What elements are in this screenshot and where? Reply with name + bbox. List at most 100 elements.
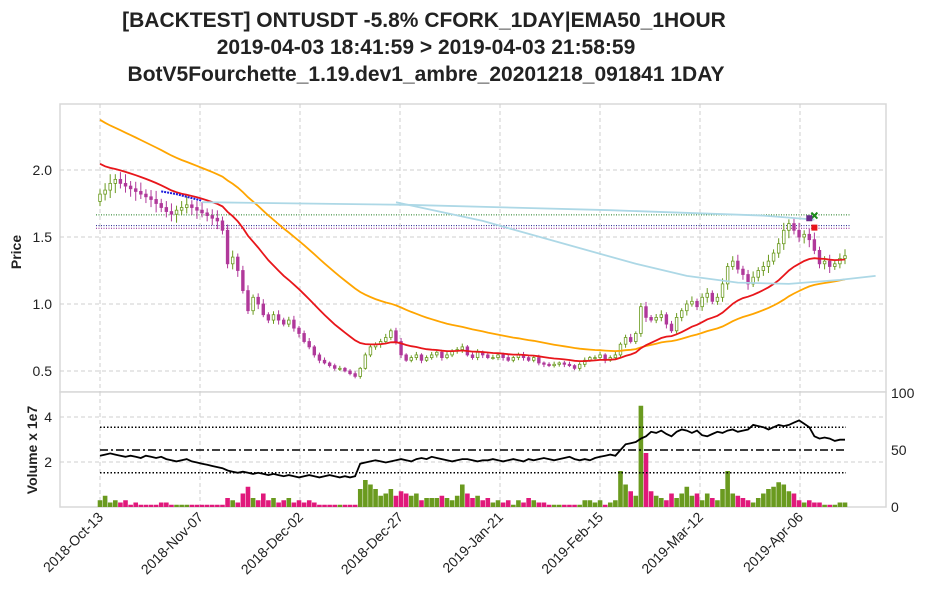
candle-body <box>281 319 286 325</box>
volume-bar <box>801 502 807 507</box>
volume-bar <box>271 498 276 507</box>
title-line-2: 2019-04-03 18:41:59 > 2019-04-03 21:58:5… <box>217 36 636 59</box>
candle-body <box>756 270 760 278</box>
candle-body <box>654 316 658 321</box>
candle-body <box>532 357 536 361</box>
candle-body <box>394 330 398 342</box>
volume-bar <box>618 471 623 507</box>
volume-bar <box>403 493 409 507</box>
volume-bar <box>806 500 812 507</box>
volume-bar <box>383 493 389 507</box>
volume-bar <box>123 500 128 507</box>
candle-body <box>562 362 567 365</box>
candle-body <box>302 333 306 342</box>
volume-bar <box>327 504 332 507</box>
oscillator-right-tick-label: 100 <box>891 385 915 401</box>
volume-bar <box>245 486 251 507</box>
volume-bar <box>266 500 271 507</box>
volume-bar <box>684 486 690 507</box>
candle-body <box>404 354 408 361</box>
price-panel-frame <box>59 103 887 393</box>
candle-body <box>593 357 597 360</box>
volume-bar <box>704 493 710 507</box>
volume-bar <box>454 495 460 507</box>
volume-bar <box>480 500 486 507</box>
candle-body <box>613 354 618 359</box>
volume-bar <box>546 504 552 507</box>
volume-bar <box>500 502 506 507</box>
volume-bar <box>388 489 394 507</box>
volume-bar <box>204 504 210 507</box>
volume-bar <box>220 504 225 507</box>
volume-bar <box>832 504 838 507</box>
candle-body <box>118 178 123 184</box>
candle-body <box>348 370 352 375</box>
candle-body <box>659 314 664 318</box>
candle-body <box>486 354 490 359</box>
volume-bar <box>317 504 322 507</box>
volume-bar <box>475 495 480 507</box>
candle-body <box>276 314 281 321</box>
candle-body <box>174 209 179 215</box>
oscillator-line <box>99 419 845 479</box>
candle-body <box>185 204 189 208</box>
candle-body <box>577 363 582 369</box>
volume-bar <box>495 500 501 507</box>
candle-body <box>210 215 214 219</box>
candle-body <box>644 306 648 318</box>
candle-body <box>751 276 755 285</box>
volume-bar <box>597 500 603 507</box>
volume-bar <box>781 484 787 507</box>
candle-body <box>297 327 301 334</box>
candle-body <box>399 341 403 356</box>
volume-bars <box>97 405 848 507</box>
candle-body <box>537 357 541 364</box>
candle-body <box>761 266 766 271</box>
candle-body <box>475 351 480 358</box>
candle-body <box>787 223 791 231</box>
title-line-1: [BACKTEST] ONTUSDT -5.8% CFORK_1DAY|EMA5… <box>122 9 726 32</box>
candle-body <box>108 182 112 191</box>
light-blue-curve-line <box>395 201 876 285</box>
volume-bar <box>648 491 654 507</box>
volume-bar <box>556 504 562 507</box>
candle-body <box>435 351 439 356</box>
volume-bar <box>679 493 685 507</box>
candle-body <box>307 341 311 348</box>
volume-bar <box>572 504 577 507</box>
candle-body <box>98 193 102 202</box>
price-y-tick-label: 1.0 <box>33 296 53 312</box>
oscillator-right-tick-label: 0 <box>891 499 899 515</box>
candle-body <box>333 365 337 369</box>
volume-bar <box>587 500 593 507</box>
volume-bar <box>771 486 776 507</box>
candle-body <box>567 363 572 367</box>
volume-bar <box>766 489 771 507</box>
title-line-3: BotV5Fourchette_1.19.dev1_ambre_20201218… <box>128 63 725 86</box>
candle-body <box>766 260 771 267</box>
volume-bar <box>255 500 261 507</box>
volume-bar <box>194 504 200 507</box>
volume-bar <box>674 498 679 507</box>
volume-bar <box>199 504 205 507</box>
candle-body <box>669 323 674 332</box>
volume-bar <box>439 495 445 507</box>
volume-bar <box>812 502 817 507</box>
candle-body <box>353 373 357 377</box>
volume-axis-label: Volume x 1e7 <box>24 406 40 495</box>
price-y-tick-label: 1.5 <box>33 229 53 245</box>
candle-body <box>445 354 449 359</box>
volume-y-tick-label: 4 <box>44 409 52 425</box>
volume-bar <box>694 493 700 507</box>
volume-bar <box>102 495 108 507</box>
candle-body <box>843 255 847 259</box>
volume-bar <box>414 493 419 507</box>
candle-body <box>496 354 500 359</box>
candle-body <box>200 209 204 214</box>
volume-bar <box>653 495 659 507</box>
candle-body <box>674 316 679 332</box>
volume-bar <box>118 502 123 507</box>
candle-body <box>230 256 235 265</box>
volume-bar <box>296 500 302 507</box>
candle-body <box>705 292 709 298</box>
